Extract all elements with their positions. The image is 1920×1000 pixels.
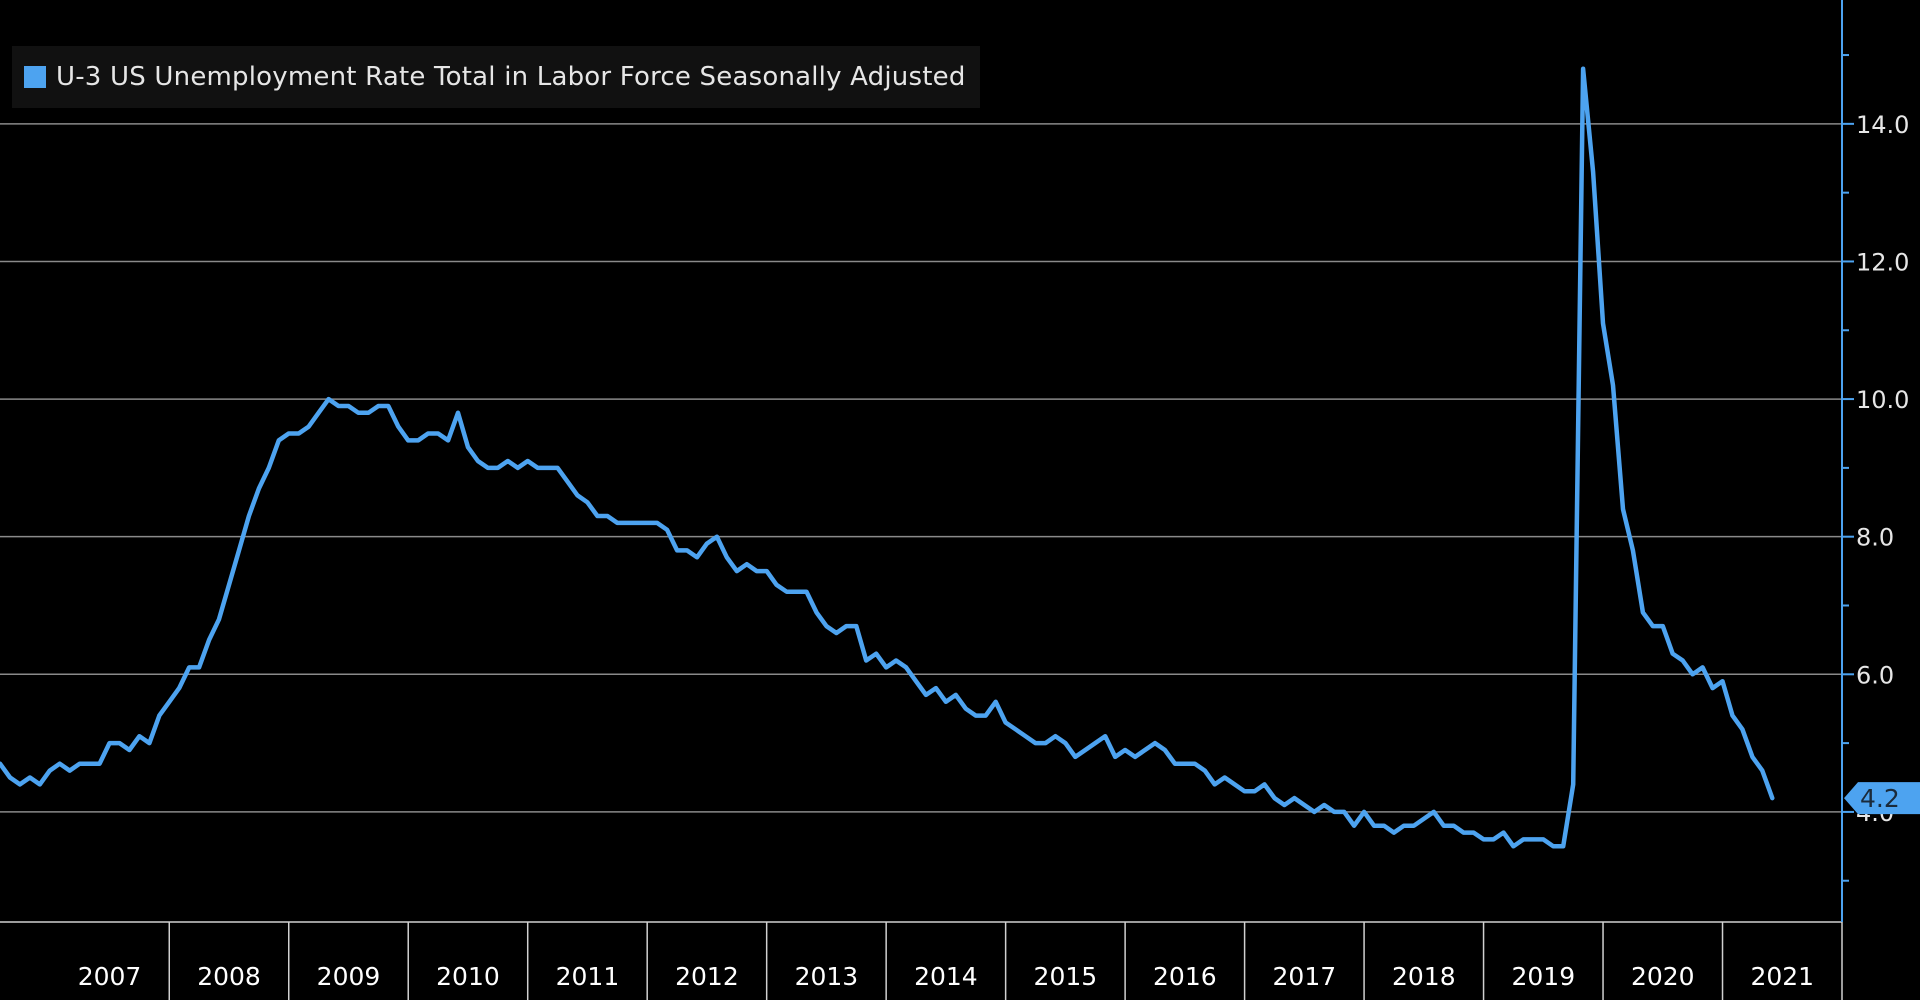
y-tick-label: 12.0: [1856, 248, 1909, 276]
x-tick-label: 2009: [317, 962, 381, 991]
x-axis: 2007 2008 2009 2010 2011 2012 2013 2014 2015 2016…: [0, 921, 1843, 1000]
x-tick-label: 2010: [436, 962, 500, 991]
x-tick-label: 2012: [675, 962, 739, 991]
x-tick-label: 2021: [1750, 962, 1814, 991]
y-tick-label: 14.0: [1856, 111, 1909, 139]
legend-label: U-3 US Unemployment Rate Total in Labor …: [56, 62, 966, 92]
last-value-marker: 4.2: [1844, 782, 1920, 815]
y-tick-label: 10.0: [1856, 386, 1909, 414]
last-value-label: 4.2: [1860, 784, 1900, 813]
gridlines: [0, 123, 1842, 813]
y-tick-label: 8.0: [1856, 524, 1894, 552]
y-tick-label: 6.0: [1856, 661, 1894, 689]
x-tick-label: 2017: [1273, 962, 1337, 991]
legend-swatch: [24, 66, 46, 88]
x-tick-label: 2014: [914, 962, 978, 991]
x-tick-label: 2016: [1153, 962, 1217, 991]
x-tick-label: 2007: [78, 962, 142, 991]
legend: U-3 US Unemployment Rate Total in Labor …: [12, 46, 980, 108]
x-tick-label: 2008: [197, 962, 261, 991]
x-tick-label: 2020: [1631, 962, 1695, 991]
plot-area: [0, 66, 1775, 849]
x-tick-label: 2015: [1034, 962, 1098, 991]
x-tick-label: 2019: [1511, 962, 1575, 991]
series-line: [0, 66, 1775, 849]
x-tick-label: 2018: [1392, 962, 1456, 991]
last-value-badge: [1844, 782, 1920, 815]
x-tick-label: 2011: [556, 962, 620, 991]
x-tick-label: 2013: [795, 962, 859, 991]
